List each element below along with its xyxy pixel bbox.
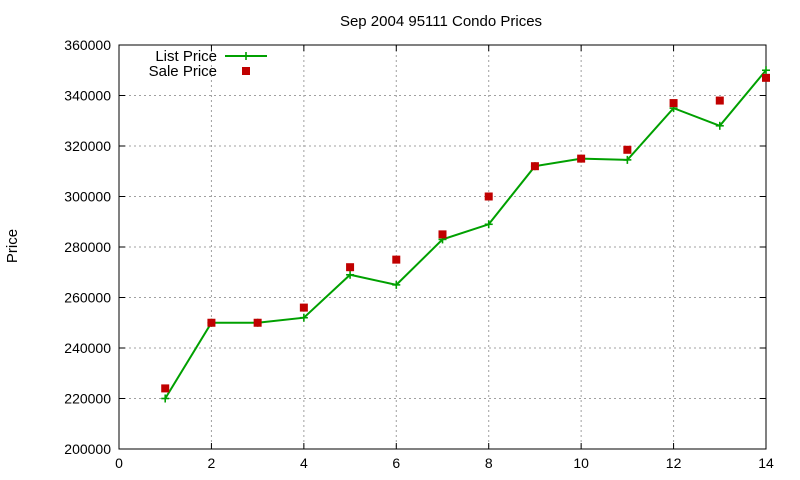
data-point (577, 154, 586, 163)
y-tick-label: 320000 (64, 138, 111, 154)
series (161, 66, 770, 403)
x-tick-label: 14 (758, 455, 774, 471)
data-point (299, 303, 308, 312)
grid (119, 45, 766, 449)
legend-marker (242, 67, 250, 75)
x-tick-label: 8 (485, 455, 493, 471)
x-tick-label: 2 (208, 455, 216, 471)
series-line (164, 69, 767, 400)
x-tick-label: 0 (115, 455, 123, 471)
legend-label: List Price (155, 48, 217, 65)
data-point (715, 121, 724, 130)
data-point (762, 66, 770, 75)
data-point (161, 384, 170, 393)
axes: 0 2 4 6 8 10 12 14 200000 220000 240000 260000 28000… (64, 37, 774, 471)
chart-title: Sep 2004 95111 Condo Prices (340, 13, 542, 30)
data-point (392, 255, 401, 264)
data-point (669, 99, 678, 108)
x-tick-label: 12 (666, 455, 682, 471)
data-point (346, 263, 355, 272)
data-point (623, 155, 632, 164)
plot-border (118, 44, 767, 450)
data-point (253, 318, 262, 327)
data-point (623, 145, 632, 154)
labels: Sep 2004 95111 Condo Prices Price (4, 13, 542, 263)
data-point (392, 280, 401, 289)
x-tick-label: 4 (300, 455, 308, 471)
y-tick-label: 340000 (64, 88, 111, 104)
data-point (438, 230, 447, 239)
series-sale-price (161, 73, 770, 393)
data-point (161, 394, 170, 403)
x-tick-label: 10 (573, 455, 589, 471)
data-point (762, 73, 770, 82)
x-tick-label: 6 (392, 455, 400, 471)
data-point (715, 96, 724, 105)
y-tick-label: 240000 (64, 340, 111, 356)
y-axis-label: Price (4, 229, 21, 263)
data-point (484, 220, 493, 229)
data-point (484, 192, 493, 201)
series-list-price (161, 66, 770, 403)
y-tick-label: 280000 (64, 239, 111, 255)
data-point (346, 270, 355, 279)
y-tick-label: 220000 (64, 391, 111, 407)
legend-marker (242, 52, 250, 60)
y-tick-label: 260000 (64, 290, 111, 306)
data-point (530, 162, 539, 171)
y-tick-label: 300000 (64, 189, 111, 205)
y-tick-label: 360000 (64, 37, 111, 53)
y-tick-label: 200000 (64, 441, 111, 457)
data-point (207, 318, 216, 327)
data-point (299, 313, 308, 322)
legend-label: Sale Price (149, 63, 217, 80)
